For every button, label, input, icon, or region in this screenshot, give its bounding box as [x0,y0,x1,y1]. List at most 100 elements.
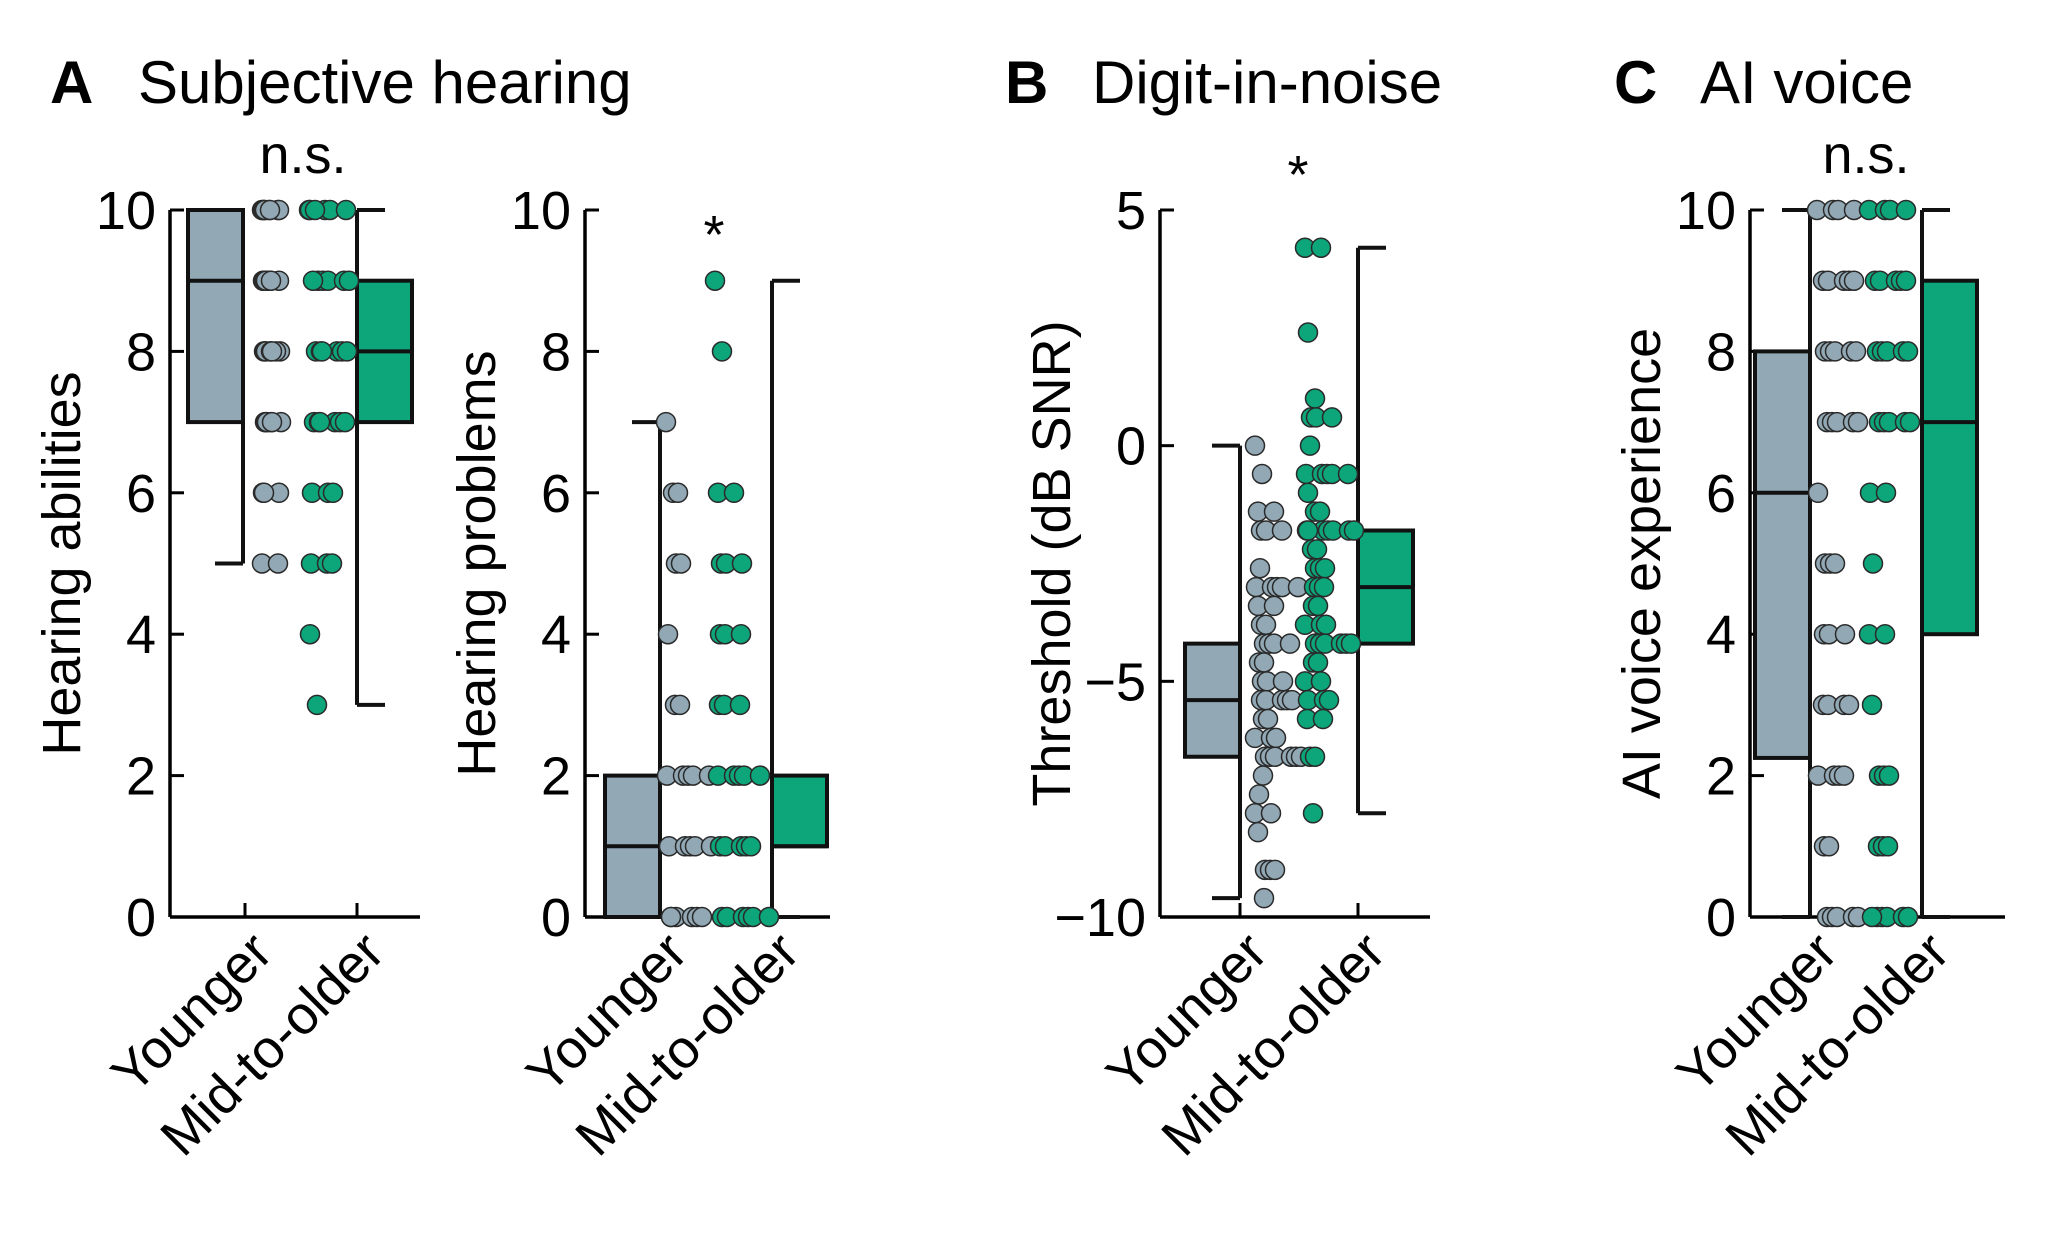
data-point-mid-to-older [1874,623,1896,645]
data-point-younger [669,694,691,716]
y-tick-label: 2 [1706,747,1736,807]
data-point-younger [259,199,281,221]
y-tick-label: 8 [126,322,156,382]
data-point-mid-to-older [1304,388,1326,409]
data-point-mid-to-older [322,482,344,504]
data-point-mid-to-older [731,553,753,574]
panel-c-title: AI voice [1700,49,1913,116]
panel-b-letter: B [1005,49,1048,116]
data-point-younger [261,411,283,433]
significance-label: n.s. [1822,125,1909,185]
data-point-mid-to-older [1875,482,1897,504]
data-point-younger [1247,821,1269,843]
data-point-younger [1265,727,1287,749]
data-point-mid-to-older [1312,708,1334,730]
data-point-mid-to-older [1302,803,1324,824]
data-point-younger [1847,411,1869,433]
data-point-younger [267,553,289,574]
data-point-younger [660,906,682,928]
y-tick-label: 10 [96,181,156,241]
data-point-younger [1843,270,1865,291]
data-point-mid-to-older [729,694,751,716]
data-point-younger [1833,765,1855,786]
data-point-younger [1271,520,1293,541]
y-tick-label: 10 [511,181,571,241]
data-point-younger [1253,652,1275,673]
data-point-mid-to-older [1318,689,1340,711]
data-point-younger [1252,765,1274,786]
data-point-mid-to-older [1337,463,1359,485]
data-point-younger [1263,501,1285,522]
data-point-mid-to-older [1895,270,1917,291]
data-point-mid-to-older [1878,765,1900,786]
data-point-younger [1834,623,1856,645]
data-point-mid-to-older [304,199,326,221]
data-point-younger [1824,553,1846,574]
data-point-younger [1838,694,1860,716]
data-point-mid-to-older [1895,199,1917,221]
data-point-younger [1279,633,1301,654]
data-point-mid-to-older [1343,520,1365,541]
data-point-mid-to-older [335,199,357,221]
data-point-mid-to-older [338,270,360,291]
data-point-younger [1263,595,1285,617]
y-tick-label: 5 [1116,181,1146,241]
significance-label: * [703,205,724,265]
data-point-mid-to-older [321,553,343,574]
data-point-mid-to-older [1340,633,1362,654]
data-point-mid-to-older [1304,746,1326,767]
data-point-mid-to-older [1299,435,1321,456]
data-point-mid-to-older [309,411,331,433]
y-tick-label: 6 [126,464,156,524]
data-point-mid-to-older [1861,694,1883,716]
panel-b-title: Digit-in-noise [1092,49,1442,116]
data-point-mid-to-older [336,341,358,362]
data-point-mid-to-older [311,341,333,362]
box-mid-to-older [1920,278,1979,637]
data-point-mid-to-older [1306,539,1328,560]
data-point-mid-to-older [334,411,356,433]
y-axis-label: Hearing abilities [32,371,92,755]
data-point-mid-to-older [711,341,733,362]
y-tick-label: 8 [1706,322,1736,382]
panel-a-letter: A [50,49,93,116]
panel-a-header: A Subjective hearing [50,49,632,116]
data-point-younger [657,623,679,645]
data-point-mid-to-older [299,623,321,645]
data-point-mid-to-older [1309,501,1331,522]
box-younger [186,208,245,425]
data-point-mid-to-older [740,836,762,857]
data-point-younger [1264,859,1286,881]
y-tick-label: 2 [541,747,571,807]
data-point-mid-to-older [730,623,752,645]
data-point-mid-to-older [758,906,780,928]
data-point-mid-to-older [1861,906,1883,928]
y-tick-label: 0 [126,888,156,948]
panel-a-title: Subjective hearing [138,49,632,116]
y-axis-label: AI voice experience [1612,328,1672,799]
y-tick-label: 0 [541,888,571,948]
y-tick-label: 4 [1706,605,1736,665]
y-tick-label: 4 [541,605,571,665]
y-tick-label: 6 [1706,464,1736,524]
data-point-mid-to-older [1877,836,1899,857]
y-tick-label: 2 [126,747,156,807]
y-tick-label: −10 [1054,888,1146,948]
panel-c-letter: C [1614,49,1657,116]
data-point-mid-to-older [1297,482,1319,504]
y-tick-label: 0 [1116,417,1146,477]
significance-label: * [1287,145,1308,205]
data-point-younger [260,270,282,291]
data-point-mid-to-older [1313,576,1335,598]
data-point-younger [1244,435,1266,456]
data-point-mid-to-older [1307,652,1329,673]
data-point-mid-to-older [1899,411,1921,433]
data-point-younger [1255,614,1277,636]
data-point-younger [1248,784,1270,805]
data-point-younger [667,482,689,504]
data-point-younger [1257,708,1279,730]
data-point-mid-to-older [1310,237,1332,258]
